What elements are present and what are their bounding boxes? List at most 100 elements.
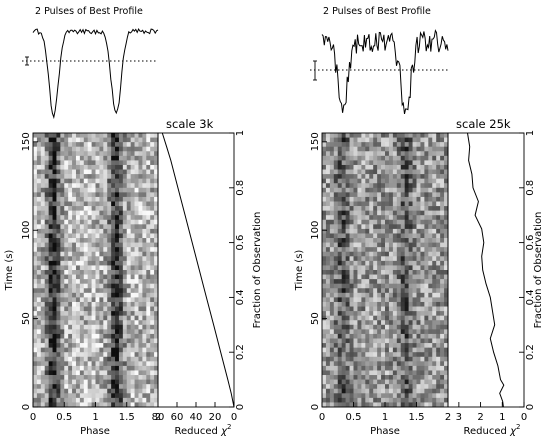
heatmap-cell: [353, 192, 358, 198]
heatmap-cell: [357, 329, 362, 335]
heatmap-cell: [396, 228, 402, 234]
heatmap-cell: [79, 228, 85, 234]
heatmap-cell: [325, 324, 331, 330]
heatmap-cell: [95, 279, 100, 284]
heatmap-cell: [68, 142, 73, 147]
heatmap-cell: [353, 301, 358, 307]
heatmap-cell: [75, 247, 81, 253]
heatmap-cell: [68, 329, 73, 335]
heatmap-cell: [392, 164, 398, 170]
heatmap-cell: [369, 397, 374, 403]
heatmap-cell: [126, 251, 131, 257]
heatmap-cell: [369, 151, 374, 157]
heatmap-cell: [412, 365, 417, 371]
heatmap-cell: [111, 288, 116, 294]
heatmap-cell: [83, 297, 88, 303]
heatmap-cell: [83, 402, 88, 408]
heatmap-cell: [345, 247, 350, 253]
heatmap-cell: [400, 260, 405, 266]
heatmap-cell: [322, 238, 327, 243]
heatmap-cell: [87, 370, 92, 376]
heatmap-cell: [353, 187, 358, 193]
heatmap-cell: [75, 270, 81, 275]
heatmap-cell: [396, 151, 402, 157]
heatmap-cell: [87, 142, 92, 147]
heatmap-cell: [60, 260, 65, 266]
heatmap-cell: [72, 388, 77, 394]
heatmap-cell: [444, 274, 449, 280]
heatmap-cell: [95, 142, 100, 147]
heatmap-cell: [381, 201, 386, 207]
heatmap-cell: [408, 183, 413, 189]
heatmap-cell: [349, 238, 354, 243]
heatmap-cell: [381, 206, 386, 211]
heatmap-cell: [64, 133, 69, 138]
heatmap-cell: [424, 151, 429, 157]
heatmap-cell: [111, 292, 116, 298]
heatmap-cell: [341, 206, 346, 211]
heatmap-cell: [126, 338, 131, 344]
heatmap-cell: [333, 137, 339, 143]
heatmap-cell: [404, 224, 409, 230]
heatmap-cell: [79, 352, 85, 358]
heatmap-cell: [325, 238, 331, 243]
heatmap-cell: [87, 324, 92, 330]
heatmap-cell: [432, 324, 437, 330]
heatmap-cell: [44, 228, 49, 234]
heatmap-cell: [337, 238, 342, 243]
heatmap-cell: [107, 329, 112, 335]
heatmap-cell: [388, 402, 394, 408]
heatmap-cell: [142, 301, 147, 307]
heatmap-cell: [408, 233, 413, 239]
heatmap-cell: [146, 183, 151, 189]
heatmap-cell: [333, 174, 339, 179]
heatmap-cell: [341, 187, 346, 193]
heatmap-cell: [329, 219, 335, 225]
heatmap-cell: [444, 311, 449, 316]
heatmap-cell: [424, 155, 429, 161]
heatmap-cell: [107, 137, 112, 143]
heatmap-cell: [432, 388, 437, 394]
heatmap-cell: [416, 192, 421, 198]
heatmap-cell: [118, 333, 124, 339]
heatmap-cell: [68, 402, 73, 408]
heatmap-cell: [142, 196, 147, 202]
heatmap-cell: [91, 338, 96, 344]
heatmap-cell: [118, 187, 124, 193]
heatmap-cell: [357, 151, 362, 157]
heatmap-cell: [146, 388, 151, 394]
heatmap-cell: [408, 279, 413, 284]
heatmap-cell: [64, 311, 69, 316]
heatmap-cell: [44, 146, 49, 152]
left-phase-axis: 0 0.5 1 1.5 2: [30, 402, 161, 423]
heatmap-cell: [40, 260, 46, 266]
heatmap-cell: [142, 370, 147, 376]
heatmap-cell: [385, 260, 390, 266]
heatmap-cell: [416, 137, 421, 143]
heatmap-cell: [99, 292, 104, 298]
heatmap-cell: [369, 343, 374, 348]
heatmap-cell: [126, 352, 131, 358]
heatmap-cell: [138, 210, 143, 216]
heatmap-cell: [404, 187, 409, 193]
heatmap-cell: [48, 270, 53, 275]
heatmap-cell: [436, 160, 441, 166]
heatmap-cell: [99, 393, 104, 399]
heatmap-cell: [60, 155, 65, 161]
heatmap-cell: [420, 397, 425, 403]
heatmap-cell: [111, 196, 116, 202]
heatmap-cell: [345, 192, 350, 198]
heatmap-cell: [412, 133, 417, 138]
heatmap-cell: [142, 347, 147, 353]
heatmap-cell: [75, 329, 81, 335]
heatmap-cell: [68, 324, 73, 330]
heatmap-cell: [369, 160, 374, 166]
heatmap-cell: [134, 224, 139, 230]
right-chi2-frame: [447, 132, 525, 408]
heatmap-cell: [432, 178, 437, 184]
heatmap-cell: [68, 137, 73, 143]
heatmap-cell: [40, 329, 46, 335]
left-fraction-axis: 00.20.40.60.81: [229, 130, 246, 410]
heatmap-cell: [357, 343, 362, 348]
heatmap-cell: [48, 306, 53, 312]
